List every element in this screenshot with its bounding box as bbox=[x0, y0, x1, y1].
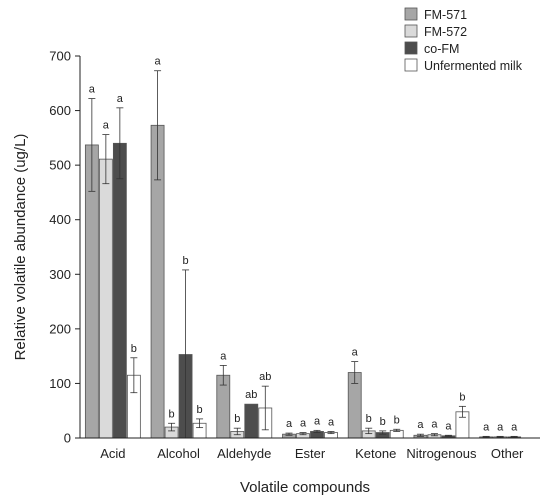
category-labels: Acid Alcohol Aldehyde Ester Ketone Nitrogenou… bbox=[100, 446, 524, 461]
axes-layer bbox=[79, 56, 540, 439]
legend-label: FM-572 bbox=[424, 25, 467, 39]
bar bbox=[244, 403, 259, 439]
significance-label: ab bbox=[245, 389, 257, 401]
significance-label: b bbox=[234, 413, 240, 425]
significance-label: a bbox=[155, 56, 162, 68]
x-category-label: Aldehyde bbox=[217, 446, 271, 461]
significance-label: b bbox=[131, 343, 137, 355]
x-category-label: Nitrogenous bbox=[406, 446, 477, 461]
ticks-layer: 0 100 200 300 400 500 600 700 bbox=[49, 49, 80, 446]
significance-label: a bbox=[497, 421, 504, 433]
y-tick-label: 600 bbox=[49, 103, 71, 118]
bars-layer bbox=[84, 70, 522, 439]
significance-label: a bbox=[314, 415, 321, 427]
y-tick-label: 300 bbox=[49, 267, 71, 282]
significance-label: b bbox=[183, 255, 189, 267]
significance-label: a bbox=[328, 416, 335, 428]
legend-swatch bbox=[404, 7, 418, 21]
significance-label: a bbox=[352, 347, 359, 359]
x-category-label: Alcohol bbox=[157, 446, 200, 461]
significance-label: b bbox=[380, 416, 386, 428]
significance-label: a bbox=[511, 421, 518, 433]
legend-swatch bbox=[404, 24, 418, 38]
x-category-label: Acid bbox=[100, 446, 125, 461]
significance-label: a bbox=[431, 419, 438, 431]
significance-label: b bbox=[197, 404, 203, 416]
x-category-label: Ketone bbox=[355, 446, 396, 461]
legend: FM-571 FM-572 co-FM Unfermented milk bbox=[404, 7, 523, 73]
significance-label: ab bbox=[259, 371, 271, 383]
y-tick-label: 100 bbox=[49, 376, 71, 391]
y-tick-label: 500 bbox=[49, 158, 71, 173]
y-tick-label: 200 bbox=[49, 321, 71, 336]
significance-label: b bbox=[169, 408, 175, 420]
legend-label: FM-571 bbox=[424, 8, 467, 22]
significance-label: a bbox=[89, 84, 96, 96]
legend-swatch bbox=[404, 58, 418, 72]
y-tick-label: 400 bbox=[49, 212, 71, 227]
significance-label: a bbox=[103, 120, 110, 132]
x-category-label: Other bbox=[491, 446, 524, 461]
significance-label: a bbox=[220, 350, 227, 362]
x-category-label: Ester bbox=[295, 446, 326, 461]
significance-label: b bbox=[394, 414, 400, 426]
y-tick-label: 700 bbox=[49, 49, 71, 64]
significance-label: a bbox=[286, 418, 293, 430]
bar bbox=[98, 158, 113, 439]
legend-label: Unfermented milk bbox=[424, 59, 523, 73]
y-axis-title: Relative volatile abundance (ug/L) bbox=[12, 134, 29, 361]
x-axis-title: Volatile compounds bbox=[240, 479, 370, 496]
significance-label: a bbox=[445, 420, 452, 432]
significance-label: a bbox=[117, 93, 124, 105]
significance-label: a bbox=[300, 418, 307, 430]
significance-label: a bbox=[483, 421, 490, 433]
y-tick-label: 0 bbox=[64, 431, 71, 446]
bar bbox=[112, 142, 127, 439]
significance-label: b bbox=[366, 413, 372, 425]
legend-swatch bbox=[404, 41, 418, 55]
significance-label: a bbox=[417, 419, 424, 431]
significance-label: b bbox=[459, 391, 465, 403]
legend-label: co-FM bbox=[424, 42, 459, 56]
